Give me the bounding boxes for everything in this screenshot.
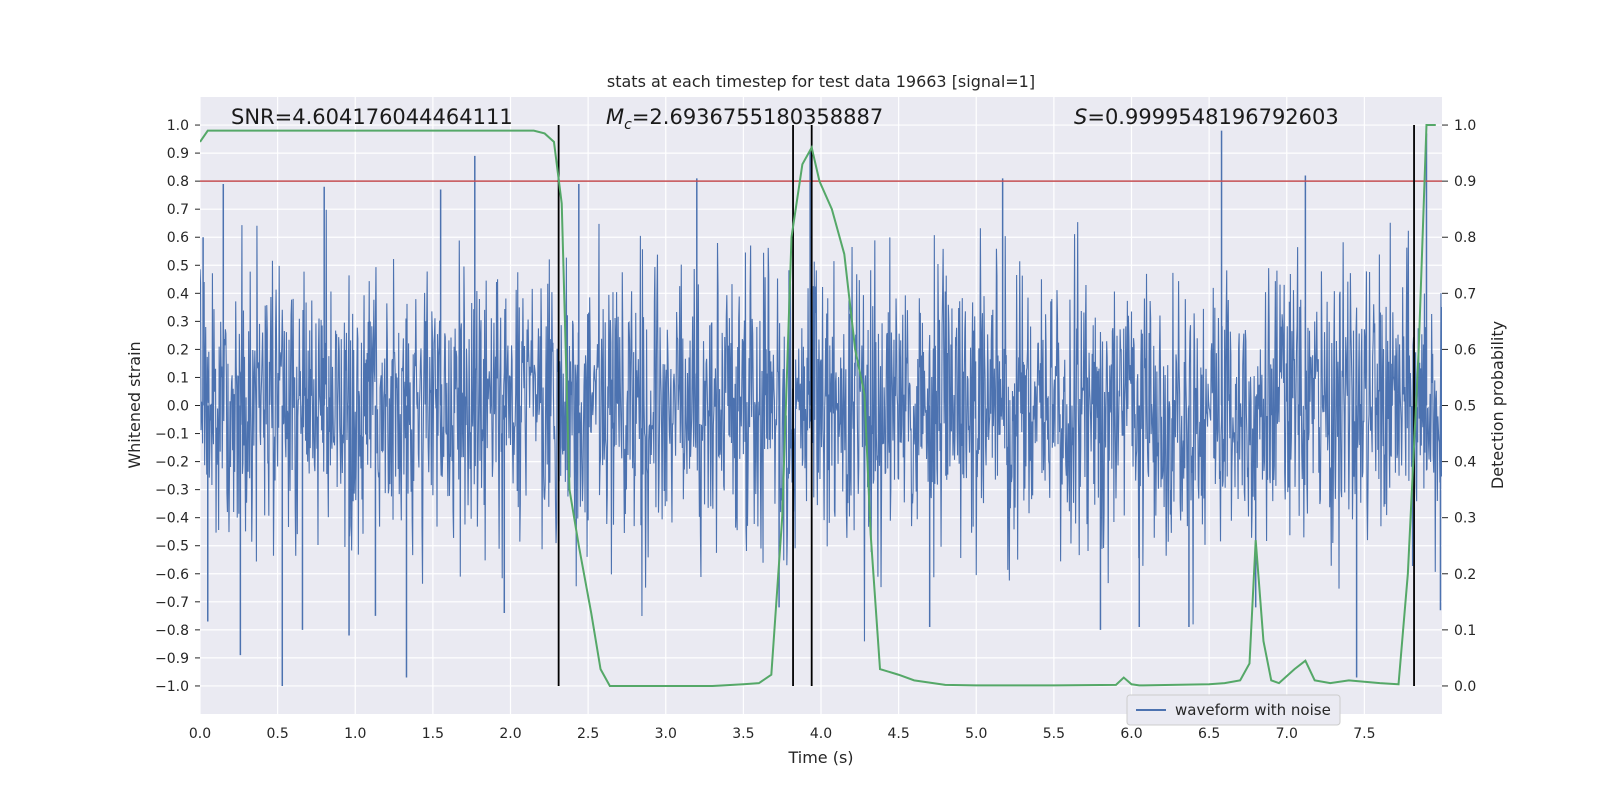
probability-series: [200, 124, 1436, 687]
x-tick-label: 6.5: [1198, 726, 1220, 742]
right-tick-label: 0.4: [1454, 455, 1476, 471]
strain-noise-line: [200, 209, 1442, 642]
left-tick-label: −0.4: [155, 511, 189, 527]
right-axis-label: Detection probability: [1488, 321, 1507, 489]
x-tick-label: 3.5: [732, 726, 754, 742]
left-axis-ticks: 1.0 0.9 0.8 0.7 0.6 0.5 0.4 0.3 0.2 0.1 0.0 −0.1 −0.…: [155, 118, 200, 695]
x-tick-label: 0.0: [189, 726, 211, 742]
left-tick-label: 0.5: [167, 258, 189, 274]
x-tick-label: 1.5: [422, 726, 444, 742]
chart-title: stats at each timestep for test data 196…: [607, 72, 1035, 91]
right-tick-label: 0.6: [1454, 342, 1476, 358]
left-tick-label: 1.0: [167, 118, 189, 134]
left-tick-label: −0.5: [155, 539, 189, 555]
left-tick-label: 0.6: [167, 230, 189, 246]
legend-label: waveform with noise: [1175, 701, 1331, 719]
left-tick-label: 0.8: [167, 174, 189, 190]
x-tick-label: 7.5: [1353, 726, 1375, 742]
x-axis-ticks: 0.0 0.5 1.0 1.5 2.0 2.5 3.0 3.5 4.0 4.5 5.0 5.5 6.0 6…: [189, 726, 1376, 742]
left-tick-label: −0.8: [155, 623, 189, 639]
left-tick-label: 0.3: [167, 314, 189, 330]
vertical-lines: [557, 125, 1415, 686]
x-tick-label: 1.0: [344, 726, 366, 742]
right-tick-label: 0.5: [1454, 399, 1476, 415]
x-tick-label: 2.5: [577, 726, 599, 742]
snr-annotation: SNR=4.604176044464111: [231, 105, 513, 129]
right-tick-label: 0.3: [1454, 511, 1476, 527]
right-tick-label: 0.1: [1454, 623, 1476, 639]
plot-area: [200, 124, 1442, 687]
right-tick-label: 0.7: [1454, 286, 1476, 302]
right-tick-label: 0.0: [1454, 679, 1476, 695]
x-tick-label: 4.5: [887, 726, 909, 742]
s-symbol: S: [1074, 105, 1087, 129]
left-tick-label: −1.0: [155, 679, 189, 695]
x-tick-label: 5.0: [965, 726, 987, 742]
right-tick-label: 0.8: [1454, 230, 1476, 246]
s-annotation: S=0.9999548196792603: [1074, 105, 1339, 129]
x-tick-label: 3.0: [655, 726, 677, 742]
right-tick-label: 0.9: [1454, 174, 1476, 190]
mc-subscript: c: [624, 117, 632, 133]
legend-box: [1126, 694, 1341, 726]
right-tick-label: 1.0: [1454, 118, 1476, 134]
mc-annotation: Mc=2.6936755180358887: [606, 105, 883, 133]
left-tick-label: 0.4: [167, 286, 189, 302]
left-tick-label: 0.9: [167, 146, 189, 162]
x-tick-label: 2.0: [499, 726, 521, 742]
left-axis-label: Whitened strain: [125, 341, 144, 468]
left-tick-label: −0.2: [155, 455, 189, 471]
x-tick-label: 7.0: [1276, 726, 1298, 742]
x-tick-label: 4.0: [810, 726, 832, 742]
left-tick-label: 0.1: [167, 370, 189, 386]
mc-symbol: M: [606, 105, 624, 129]
left-tick-label: −0.3: [155, 483, 189, 499]
legend: waveform with noise: [1126, 694, 1341, 726]
left-tick-label: 0.0: [167, 399, 189, 415]
x-tick-label: 0.5: [266, 726, 288, 742]
x-axis-label: Time (s): [787, 748, 853, 767]
x-tick-label: 5.5: [1043, 726, 1065, 742]
left-tick-label: −0.7: [155, 595, 189, 611]
left-tick-label: −0.9: [155, 651, 189, 667]
s-value: =0.9999548196792603: [1087, 105, 1338, 129]
probability-line: [200, 124, 1436, 687]
right-axis-ticks: 1.0 0.9 0.8 0.7 0.6 0.5 0.4 0.3 0.2 0.1 0.0: [1442, 118, 1476, 695]
left-tick-label: −0.1: [155, 427, 189, 443]
left-tick-label: −0.6: [155, 567, 189, 583]
right-tick-label: 0.2: [1454, 567, 1476, 583]
strain-series: [200, 130, 1442, 686]
mc-value: =2.6936755180358887: [632, 105, 883, 129]
left-tick-label: 0.2: [167, 342, 189, 358]
x-tick-label: 6.0: [1120, 726, 1142, 742]
left-tick-label: 0.7: [167, 202, 189, 218]
